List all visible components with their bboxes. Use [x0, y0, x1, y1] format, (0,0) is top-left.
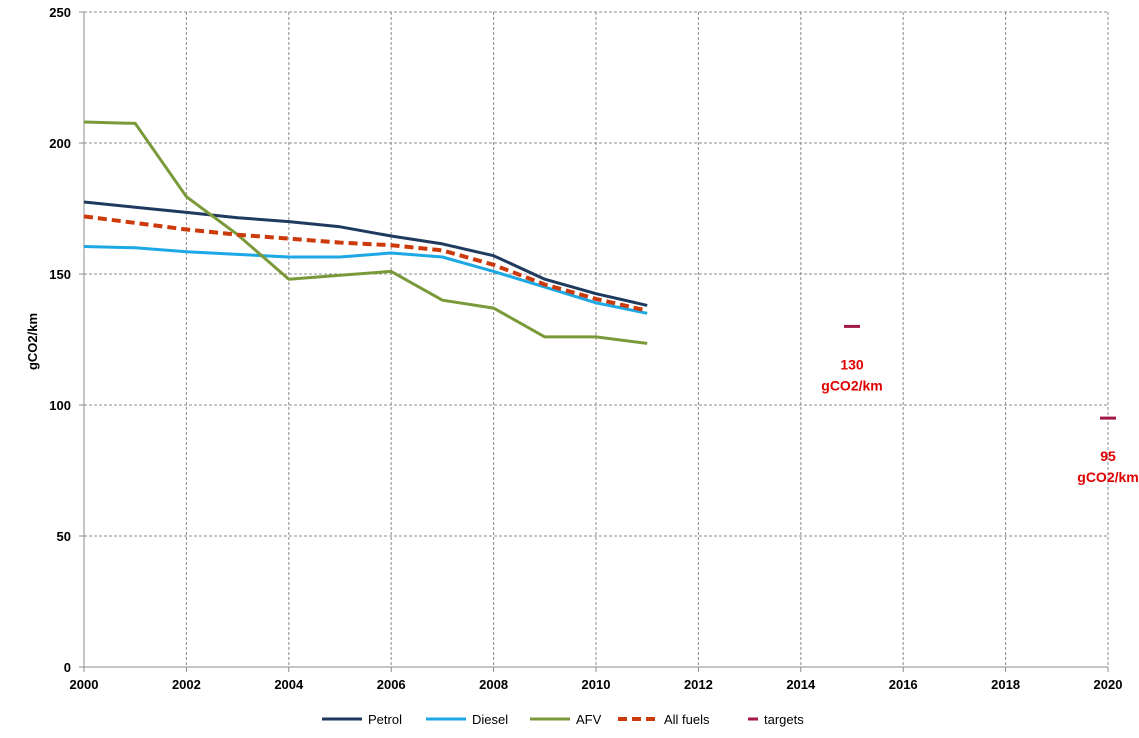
x-tick-label: 2012	[684, 677, 713, 692]
x-tick-label: 2002	[172, 677, 201, 692]
x-tick-label: 2008	[479, 677, 508, 692]
y-tick-label: 250	[49, 5, 71, 20]
y-tick-label: 0	[64, 660, 71, 675]
y-tick-label: 150	[49, 267, 71, 282]
y-tick-label: 100	[49, 398, 71, 413]
series-line-all-fuels	[83, 214, 648, 313]
target-label: 95	[1100, 448, 1116, 464]
tick-labels: 2000 2002 2004 2006 2008 2010 2012 2014 2016 2018…	[49, 5, 1122, 692]
target-label: gCO2/km	[1077, 469, 1138, 485]
x-tick-label: 2020	[1094, 677, 1123, 692]
x-tick-label: 2000	[70, 677, 99, 692]
target-label: gCO2/km	[821, 377, 882, 393]
grid-lines	[84, 11, 1109, 667]
legend-label: All fuels	[664, 712, 710, 727]
legend-label: Petrol	[368, 712, 402, 727]
x-tick-label: 2010	[582, 677, 611, 692]
y-tick-label: 50	[57, 529, 71, 544]
series-lines	[83, 120, 1116, 420]
legend-item: AFV	[530, 712, 602, 727]
x-tick-label: 2018	[991, 677, 1020, 692]
target-annotations: 130 gCO2/km 95 gCO2/km	[821, 356, 1138, 485]
x-tick-label: 2006	[377, 677, 406, 692]
legend-label: targets	[764, 712, 804, 727]
legend-item: Diesel	[426, 712, 508, 727]
series-line-petrol	[83, 200, 648, 307]
y-axis-label: gCO2/km	[25, 313, 40, 370]
legend-item: Petrol	[322, 712, 402, 727]
y-tick-label: 200	[49, 136, 71, 151]
series-line-afv	[83, 120, 648, 345]
x-tick-label: 2014	[786, 677, 816, 692]
series-line-diesel	[83, 245, 648, 315]
legend-label: AFV	[576, 712, 602, 727]
x-tick-label: 2016	[889, 677, 918, 692]
legend-item: All fuels	[618, 712, 710, 727]
target-label: 130	[840, 356, 864, 372]
legend-item: targets	[748, 712, 804, 727]
legend: Petrol Diesel AFV All fuels targets	[322, 712, 804, 727]
x-tick-label: 2004	[274, 677, 304, 692]
legend-label: Diesel	[472, 712, 508, 727]
axes	[79, 11, 1109, 672]
